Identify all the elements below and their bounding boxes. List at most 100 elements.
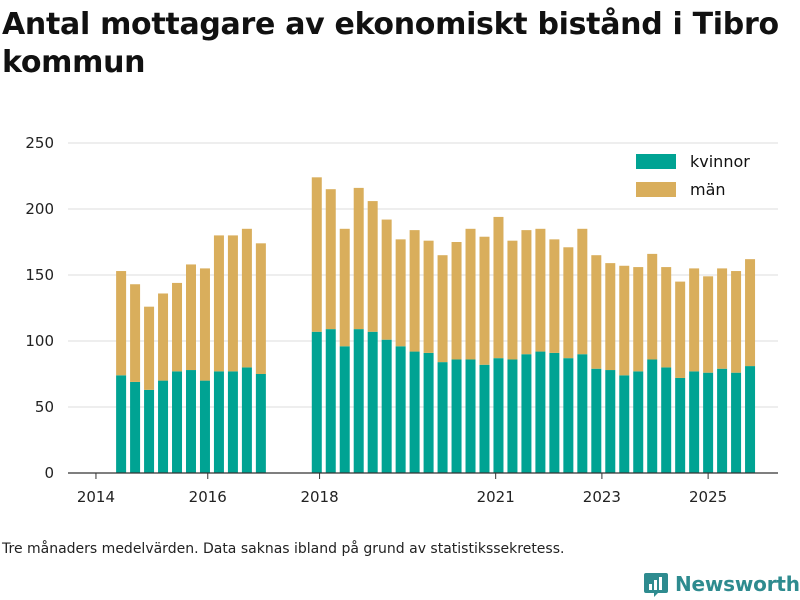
bar-kvinnor bbox=[563, 358, 574, 473]
x-tick-label: 2021 bbox=[477, 488, 515, 506]
bar-man bbox=[409, 230, 420, 352]
bar-kvinnor bbox=[130, 381, 141, 473]
bar-kvinnor bbox=[633, 371, 644, 473]
bar-man bbox=[633, 267, 644, 372]
bar-man bbox=[521, 230, 532, 355]
brand-name: Newsworthy bbox=[675, 572, 800, 596]
bar-man bbox=[731, 271, 742, 373]
bar-man bbox=[381, 219, 392, 340]
bar-kvinnor bbox=[703, 372, 714, 473]
bar-man bbox=[675, 281, 686, 378]
y-tick-label: 250 bbox=[25, 134, 54, 152]
bar-man bbox=[479, 236, 490, 365]
bar-man bbox=[199, 268, 210, 381]
bar-man bbox=[158, 293, 169, 381]
bar-kvinnor bbox=[423, 352, 434, 473]
legend: kvinnor män bbox=[636, 152, 750, 199]
bar-kvinnor bbox=[144, 389, 155, 473]
bar-kvinnor bbox=[213, 371, 224, 473]
x-tick-label: 2014 bbox=[77, 488, 115, 506]
bar-kvinnor bbox=[185, 370, 196, 473]
bar-kvinnor bbox=[675, 377, 686, 473]
bars bbox=[116, 177, 756, 473]
bar-kvinnor bbox=[493, 358, 504, 473]
bar-man bbox=[353, 187, 364, 330]
bar-kvinnor bbox=[731, 372, 742, 473]
bar-kvinnor bbox=[199, 380, 210, 473]
bar-man bbox=[423, 240, 434, 353]
newsworthy-logo-icon bbox=[644, 573, 668, 597]
y-tick-label: 100 bbox=[25, 332, 54, 350]
x-tick-label: 2025 bbox=[689, 488, 727, 506]
y-tick-label: 150 bbox=[25, 266, 54, 284]
bar-kvinnor bbox=[409, 351, 420, 473]
bar-man bbox=[255, 243, 266, 374]
bar-kvinnor bbox=[521, 354, 532, 473]
bar-man bbox=[549, 239, 560, 353]
bar-kvinnor bbox=[465, 359, 476, 473]
brand-logo[interactable]: Newsworthy bbox=[643, 568, 800, 600]
bar-kvinnor bbox=[549, 352, 560, 473]
bar-kvinnor bbox=[577, 354, 588, 473]
bar-man bbox=[605, 263, 616, 371]
bar-kvinnor bbox=[381, 339, 392, 473]
bar-kvinnor bbox=[745, 366, 756, 473]
bar-man bbox=[451, 242, 462, 360]
bar-kvinnor bbox=[717, 368, 728, 473]
x-tick-label: 2023 bbox=[583, 488, 621, 506]
bar-kvinnor bbox=[451, 359, 462, 473]
bar-man bbox=[339, 228, 350, 347]
bar-man bbox=[493, 216, 504, 359]
bar-man bbox=[367, 201, 378, 332]
bar-kvinnor bbox=[158, 380, 169, 473]
bar-man bbox=[325, 189, 336, 330]
bar-kvinnor bbox=[339, 346, 350, 473]
bar-man bbox=[241, 228, 252, 368]
bar-man bbox=[437, 255, 448, 363]
legend-swatch-kvinnor bbox=[636, 154, 676, 169]
bar-man bbox=[116, 271, 127, 376]
bar-kvinnor bbox=[241, 367, 252, 473]
x-tick-label: 2018 bbox=[300, 488, 338, 506]
legend-label-man: män bbox=[690, 180, 726, 199]
bar-kvinnor bbox=[535, 351, 546, 473]
bar-kvinnor bbox=[395, 346, 406, 473]
bar-kvinnor bbox=[689, 371, 700, 473]
bar-man bbox=[172, 282, 183, 372]
bar-kvinnor bbox=[325, 329, 336, 473]
bar-kvinnor bbox=[591, 368, 602, 473]
bar-man bbox=[717, 268, 728, 369]
bar-man bbox=[507, 240, 518, 360]
bar-man bbox=[563, 247, 574, 359]
bar-kvinnor bbox=[619, 375, 630, 473]
bar-kvinnor bbox=[437, 362, 448, 473]
chart-title: Antal mottagare av ekonomiskt bistånd i … bbox=[2, 7, 779, 80]
bar-kvinnor bbox=[227, 371, 238, 473]
y-tick-label: 0 bbox=[44, 464, 54, 482]
legend-swatch-man bbox=[636, 182, 676, 197]
bar-man bbox=[745, 259, 756, 367]
bar-kvinnor bbox=[311, 331, 322, 473]
bar-man bbox=[465, 228, 476, 360]
bar-man bbox=[661, 267, 672, 368]
bar-man bbox=[185, 264, 196, 371]
bar-man bbox=[144, 306, 155, 390]
bar-man bbox=[591, 255, 602, 369]
bar-man bbox=[535, 228, 546, 352]
axes: 0 50 100 150 200 250 2014 2016 2018 2021 2023 2025 bbox=[25, 134, 778, 506]
bar-man bbox=[227, 235, 238, 372]
bar-man bbox=[647, 253, 658, 360]
y-tick-label: 50 bbox=[35, 398, 54, 416]
bar-kvinnor bbox=[353, 329, 364, 473]
legend-label-kvinnor: kvinnor bbox=[690, 152, 750, 171]
bar-kvinnor bbox=[172, 371, 183, 473]
bar-kvinnor bbox=[116, 375, 127, 473]
footnote: Tre månaders medelvärden. Data saknas ib… bbox=[2, 541, 565, 557]
bar-kvinnor bbox=[507, 359, 518, 473]
bar-kvinnor bbox=[661, 367, 672, 473]
bar-kvinnor bbox=[647, 359, 658, 473]
bar-man bbox=[395, 239, 406, 347]
bar-kvinnor bbox=[367, 331, 378, 473]
bar-man bbox=[703, 276, 714, 373]
